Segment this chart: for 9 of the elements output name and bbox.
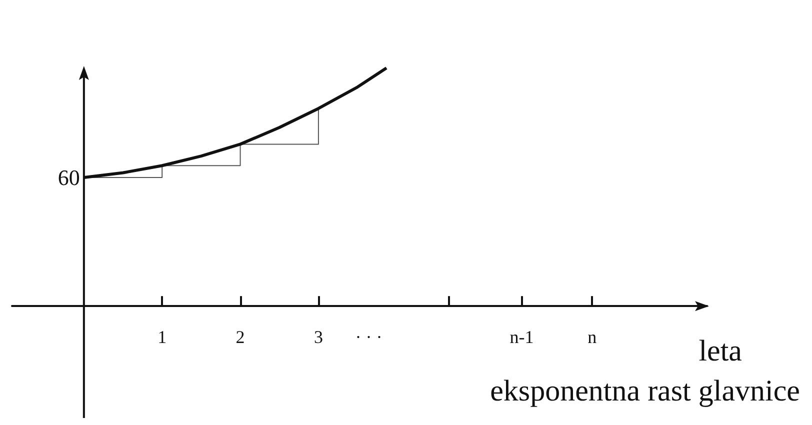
- x-tick-label: 1: [158, 327, 167, 348]
- annotation: 60: [58, 165, 80, 190]
- x-axis-title: leta: [698, 334, 742, 368]
- x-tick-label: n-1: [510, 327, 534, 348]
- x-tick-label: n: [588, 327, 597, 348]
- text: · · ·: [355, 327, 382, 348]
- text: eksponentna rast glavnice: [490, 374, 800, 408]
- x-tick-label: 2: [236, 327, 245, 348]
- x-tick-label: 3: [314, 327, 323, 348]
